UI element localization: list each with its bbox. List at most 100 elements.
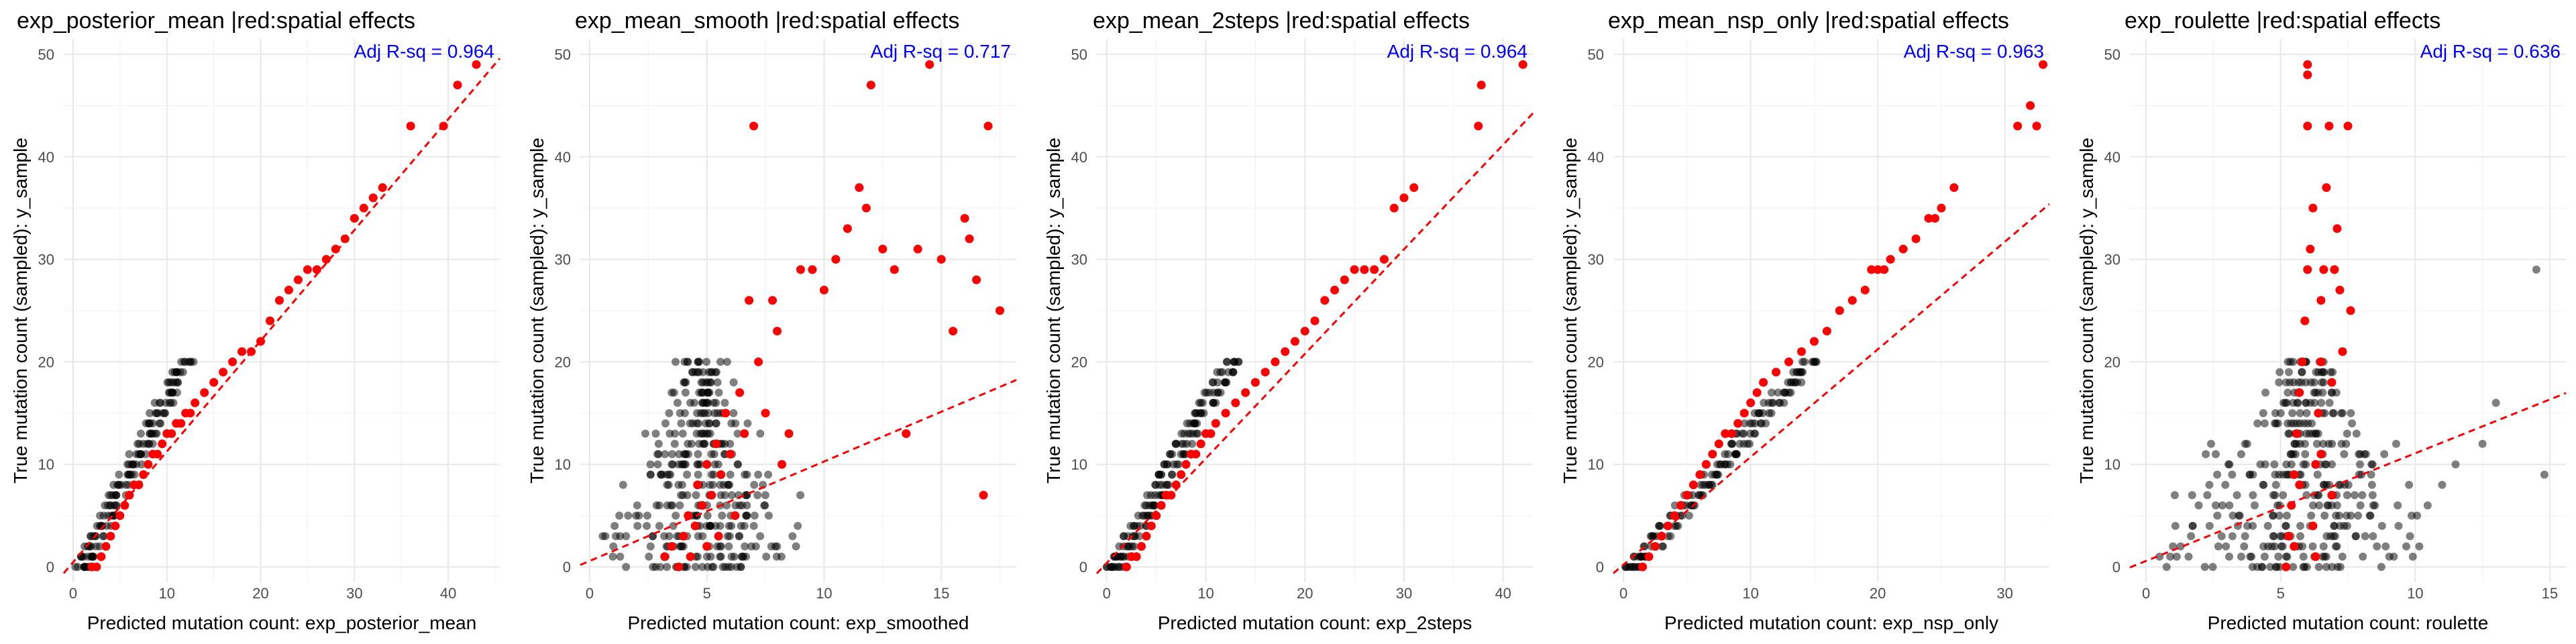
data-point-nonspatial <box>2289 563 2298 572</box>
data-point-nonspatial <box>719 480 728 489</box>
data-point-nonspatial <box>2253 419 2262 428</box>
y-tick-label: 40 <box>1071 149 1087 166</box>
data-point-nonspatial <box>2296 521 2305 530</box>
y-tick-label: 50 <box>1071 46 1087 63</box>
data-point-nonspatial <box>643 521 651 530</box>
data-point-nonspatial <box>1165 449 1174 458</box>
data-point-nonspatial <box>2221 480 2230 489</box>
data-point-spatial <box>167 429 176 438</box>
data-point-nonspatial <box>2315 501 2324 510</box>
y-axis-label: True mutation count (sampled): y_sample <box>2076 138 2097 484</box>
data-point-nonspatial <box>2275 378 2284 386</box>
data-point-nonspatial <box>2229 511 2237 520</box>
data-point-nonspatial <box>2228 470 2237 479</box>
data-point-nonspatial <box>704 368 713 376</box>
data-point-nonspatial <box>2343 429 2351 438</box>
data-point-nonspatial <box>148 439 157 448</box>
data-point-nonspatial <box>741 470 749 479</box>
data-point-spatial <box>1796 347 1806 356</box>
data-point-nonspatial <box>1112 563 1120 572</box>
data-point-nonspatial <box>1140 511 1148 520</box>
data-point-spatial <box>237 347 247 356</box>
data-point-spatial <box>686 552 695 561</box>
panel-title: exp_mean_2steps |red:spatial effects <box>1093 8 1470 34</box>
data-point-nonspatial <box>2289 358 2298 366</box>
data-point-nonspatial <box>677 419 686 428</box>
data-point-nonspatial <box>663 470 672 479</box>
data-point-nonspatial <box>2288 409 2297 417</box>
data-point-nonspatial <box>2271 470 2279 479</box>
data-point-nonspatial <box>700 439 709 448</box>
data-point-nonspatial <box>2317 378 2326 386</box>
data-point-nonspatial <box>2298 368 2306 376</box>
x-tick-label: 15 <box>2542 585 2558 602</box>
data-point-nonspatial <box>2402 542 2411 551</box>
data-point-nonspatial <box>749 521 758 530</box>
data-point-nonspatial <box>651 429 660 438</box>
data-point-nonspatial <box>668 501 677 510</box>
data-point-nonspatial <box>1136 521 1144 530</box>
data-point-nonspatial <box>622 532 631 541</box>
x-tick-label: 5 <box>2277 585 2285 602</box>
data-point-nonspatial <box>1157 470 1165 479</box>
data-point-nonspatial <box>726 470 735 479</box>
data-point-nonspatial <box>735 532 744 541</box>
data-point-spatial <box>186 409 195 418</box>
data-point-nonspatial <box>2359 552 2367 561</box>
y-tick-label: 10 <box>38 456 54 473</box>
data-point-spatial <box>1409 183 1419 193</box>
data-point-nonspatial <box>1757 419 1766 428</box>
data-point-nonspatial <box>2237 552 2245 561</box>
data-point-spatial <box>1759 378 1768 387</box>
data-point-nonspatial <box>1120 552 1128 561</box>
data-point-nonspatial <box>168 368 176 376</box>
data-point-nonspatial <box>737 563 745 572</box>
y-tick-label: 30 <box>1071 252 1087 268</box>
data-point-spatial <box>176 419 186 428</box>
data-point-spatial <box>1682 490 1692 500</box>
data-point-spatial <box>2308 521 2318 531</box>
data-point-nonspatial <box>2313 470 2322 479</box>
data-point-nonspatial <box>2260 552 2269 561</box>
data-point-spatial <box>721 409 731 418</box>
y-tick-label: 10 <box>1071 456 1087 473</box>
data-point-nonspatial <box>1189 419 1197 428</box>
data-point-nonspatial <box>703 511 712 520</box>
data-point-nonspatial <box>2282 521 2290 530</box>
data-point-nonspatial <box>2194 501 2203 510</box>
data-point-nonspatial <box>688 368 697 376</box>
data-point-nonspatial <box>2162 563 2171 572</box>
data-point-spatial <box>1784 357 1794 366</box>
data-point-nonspatial <box>2217 532 2226 541</box>
data-point-spatial <box>2308 203 2318 213</box>
data-point-nonspatial <box>2308 542 2317 551</box>
data-point-nonspatial <box>1808 358 1817 366</box>
data-point-spatial <box>293 275 303 284</box>
data-point-spatial <box>983 121 993 131</box>
data-point-nonspatial <box>152 429 161 438</box>
data-point-nonspatial <box>696 409 705 417</box>
data-point-nonspatial <box>727 552 736 561</box>
data-point-nonspatial <box>756 429 765 438</box>
data-point-nonspatial <box>2354 511 2363 520</box>
data-point-nonspatial <box>2228 532 2237 541</box>
data-point-spatial <box>2324 121 2334 131</box>
data-point-spatial <box>1300 327 1309 336</box>
data-point-nonspatial <box>1684 511 1693 520</box>
data-point-spatial <box>1898 244 1908 254</box>
data-point-nonspatial <box>2205 480 2214 489</box>
data-point-nonspatial <box>1687 501 1696 510</box>
data-point-nonspatial <box>2296 409 2304 417</box>
data-point-nonspatial <box>2352 429 2361 438</box>
data-point-nonspatial <box>2423 501 2432 510</box>
data-point-spatial <box>1651 542 1660 551</box>
data-point-spatial <box>406 121 415 131</box>
y-tick-label: 40 <box>555 149 571 166</box>
x-tick-label: 5 <box>703 585 711 602</box>
data-point-nonspatial <box>107 511 115 520</box>
data-point-nonspatial <box>2368 491 2377 500</box>
data-point-nonspatial <box>692 429 701 438</box>
data-point-nonspatial <box>2327 460 2336 469</box>
data-point-spatial <box>2311 460 2320 469</box>
